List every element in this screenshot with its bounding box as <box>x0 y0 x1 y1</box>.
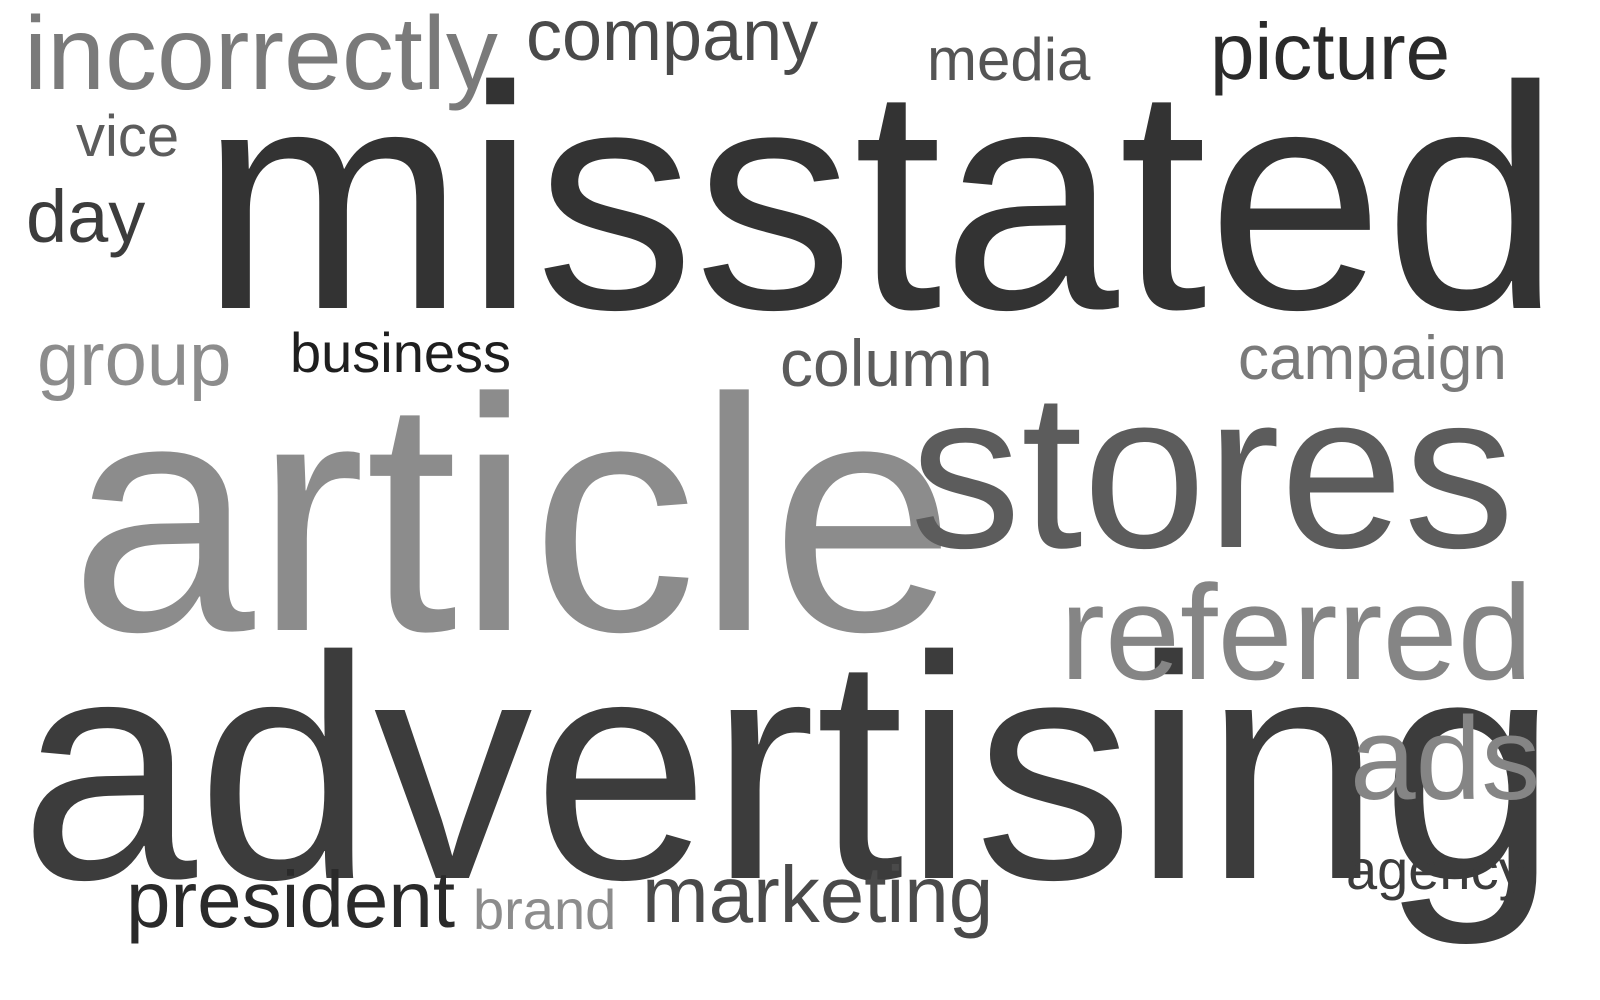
word-president: president <box>126 855 456 944</box>
word-incorrectly: incorrectly <box>24 0 498 112</box>
word-media: media <box>927 26 1091 93</box>
word-marketing: marketing <box>642 850 994 939</box>
word-column: column <box>780 326 993 400</box>
word-company: company <box>526 0 819 76</box>
word-article: article <box>70 330 956 701</box>
word-advertising: advertising <box>20 591 1558 946</box>
word-brand: brand <box>473 878 617 941</box>
word-referred: referred <box>1060 557 1533 708</box>
word-group: group <box>37 317 232 402</box>
word-campaign: campaign <box>1238 324 1507 393</box>
word-picture: picture <box>1210 7 1451 96</box>
word-vice: vice <box>76 104 180 169</box>
word-agency: agency <box>1346 838 1527 901</box>
word-day: day <box>26 175 146 258</box>
word-ads: ads <box>1350 693 1541 825</box>
word-business: business <box>290 321 512 384</box>
word-stores: stores <box>910 347 1515 595</box>
word-misstated: misstated <box>200 21 1561 376</box>
